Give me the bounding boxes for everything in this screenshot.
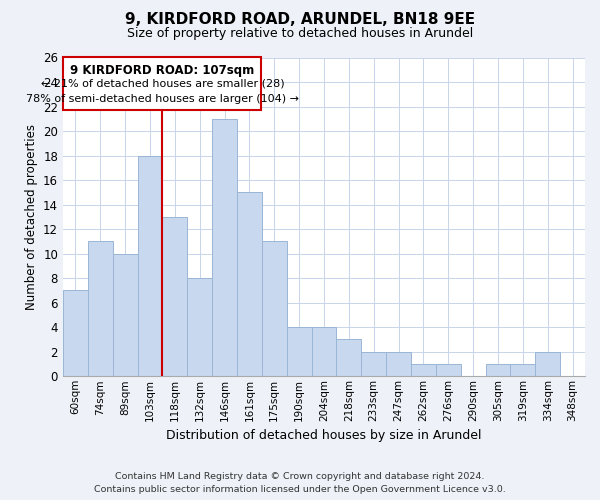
Bar [535,352,560,376]
Bar [63,290,88,376]
Text: 78% of semi-detached houses are larger (104) →: 78% of semi-detached houses are larger (… [26,94,299,104]
Bar [511,364,535,376]
Bar [187,278,212,376]
Bar [163,217,187,376]
Bar [485,364,511,376]
Bar [311,327,337,376]
Text: Contains HM Land Registry data © Crown copyright and database right 2024.
Contai: Contains HM Land Registry data © Crown c… [94,472,506,494]
Bar [237,192,262,376]
Bar [361,352,386,376]
Bar [287,327,311,376]
Y-axis label: Number of detached properties: Number of detached properties [25,124,38,310]
Bar [262,242,287,376]
Bar [88,242,113,376]
Text: ← 21% of detached houses are smaller (28): ← 21% of detached houses are smaller (28… [41,78,284,88]
Bar [436,364,461,376]
Bar [411,364,436,376]
X-axis label: Distribution of detached houses by size in Arundel: Distribution of detached houses by size … [166,430,482,442]
Text: 9, KIRDFORD ROAD, ARUNDEL, BN18 9EE: 9, KIRDFORD ROAD, ARUNDEL, BN18 9EE [125,12,475,28]
Bar [212,119,237,376]
Text: 9 KIRDFORD ROAD: 107sqm: 9 KIRDFORD ROAD: 107sqm [70,64,254,76]
Bar [137,156,163,376]
Bar [113,254,137,376]
Bar [64,58,262,110]
Bar [386,352,411,376]
Text: Size of property relative to detached houses in Arundel: Size of property relative to detached ho… [127,28,473,40]
Bar [337,340,361,376]
